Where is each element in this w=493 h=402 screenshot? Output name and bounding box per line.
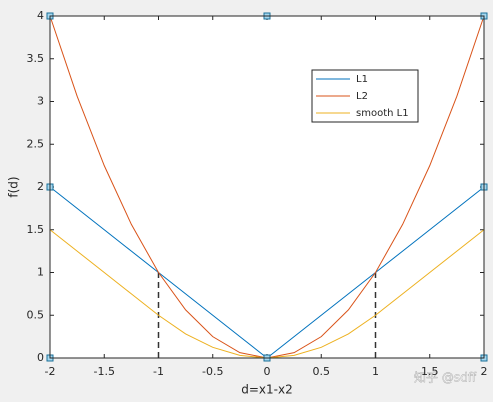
x-tick-label: -1.5 (94, 365, 115, 378)
y-tick-label: 3.5 (27, 52, 45, 65)
y-tick-label: 2.5 (27, 137, 45, 150)
x-tick-label: -0.5 (202, 365, 223, 378)
x-tick-label: -1 (153, 365, 164, 378)
plot-area (50, 16, 484, 358)
x-tick-label: 2 (481, 365, 488, 378)
x-tick-label: -2 (45, 365, 56, 378)
x-tick-label: 0 (264, 365, 271, 378)
x-tick-label: 0.5 (313, 365, 331, 378)
y-tick-label: 4 (37, 9, 44, 22)
y-tick-label: 0 (37, 351, 44, 364)
y-tick-label: 1.5 (27, 223, 45, 236)
y-axis-label: f(d) (7, 176, 21, 197)
legend-label: L2 (356, 91, 368, 102)
y-tick-label: 0.5 (27, 308, 45, 321)
x-tick-label: 1 (372, 365, 379, 378)
y-tick-label: 2 (37, 180, 44, 193)
y-tick-label: 1 (37, 266, 44, 279)
legend-label: smooth L1 (356, 108, 409, 119)
watermark: 知乎 @sdff (414, 371, 477, 385)
x-axis-label: d=x1-x2 (241, 383, 292, 397)
axes-box (49, 15, 485, 359)
legend-label: L1 (356, 74, 368, 85)
x-tick-label: 1.5 (421, 365, 439, 378)
y-tick-label: 3 (37, 95, 44, 108)
